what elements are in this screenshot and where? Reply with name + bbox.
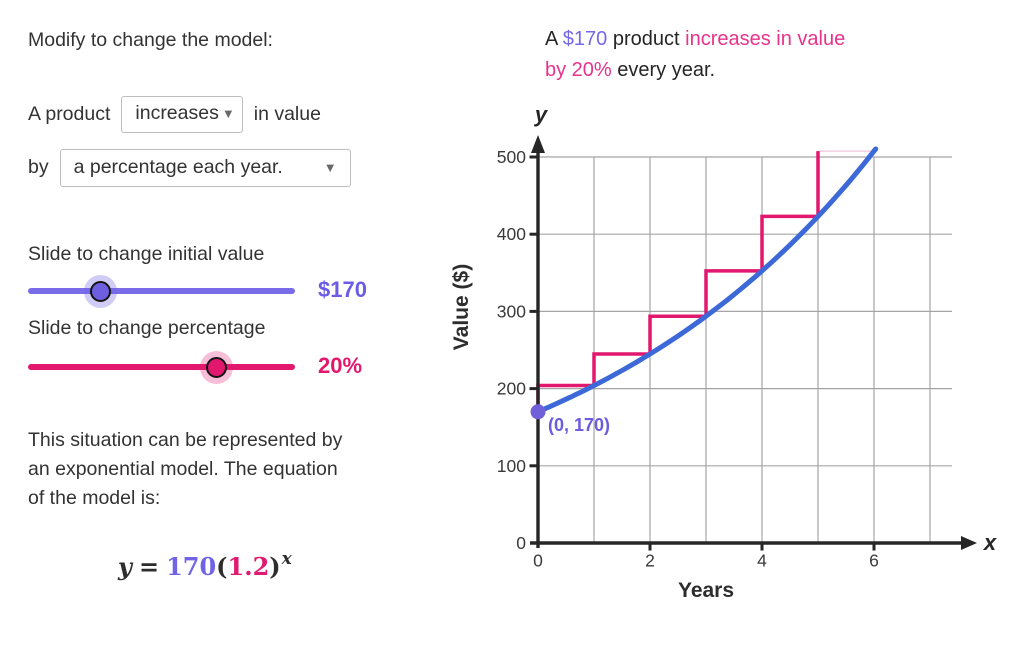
- equation-base: 1.2: [227, 552, 270, 581]
- equation-exponent: x: [281, 549, 292, 569]
- initial-value-point-label: (0, 170): [548, 415, 610, 435]
- staircase-steps-line: [536, 151, 820, 412]
- y-axis-arrow-icon: [531, 135, 545, 153]
- y-axis-title: Value ($): [450, 264, 473, 350]
- x-tick-label: 0: [533, 551, 543, 571]
- initial-value-slider-thumb[interactable]: [89, 280, 111, 302]
- percent-highlight: by 20%: [545, 59, 612, 81]
- percentage-slider-thumb[interactable]: [205, 356, 227, 378]
- direction-dropdown-value: increases: [135, 102, 219, 125]
- sentence-text: product: [607, 28, 686, 50]
- modify-title: Modify to change the model:: [28, 29, 273, 51]
- x-tick-label: 2: [645, 551, 655, 571]
- model-description-line: This situation can be represented by: [28, 429, 343, 451]
- sentence-text: every year.: [611, 59, 716, 81]
- model-description-line: an exponential model. The equation: [28, 458, 338, 480]
- equation-open-paren: (: [216, 552, 228, 581]
- y-tick-label: 200: [497, 379, 526, 399]
- x-tick-label: 4: [757, 551, 767, 571]
- dropdown-arrow-icon: ▼: [221, 106, 235, 122]
- value-over-years-chart: 0 100 200 300 400 500 0 2 4 6 y x Years Value ($) (0, …: [450, 102, 997, 602]
- sentence-text: A: [545, 28, 563, 50]
- initial-value-highlight: $170: [562, 28, 608, 50]
- builder-suffix-text: in value: [253, 102, 321, 125]
- y-axis-symbol: y: [534, 102, 549, 127]
- y-tick-label: 300: [497, 301, 526, 321]
- builder-by-text: by: [28, 156, 49, 179]
- y-tick-label: 100: [497, 456, 526, 476]
- initial-value-point[interactable]: [530, 404, 546, 420]
- equation-lhs: y: [118, 552, 132, 581]
- builder-prefix-text: A product: [28, 102, 111, 125]
- model-description: This situation can be represented by an …: [28, 426, 342, 513]
- x-tick-label: 6: [869, 551, 879, 571]
- situation-sentence-line-2: by 20% every year.: [545, 55, 845, 86]
- equation-coefficient: 170: [166, 552, 217, 581]
- initial-value-display: $170: [318, 277, 367, 302]
- y-tick-label: 0: [516, 533, 526, 553]
- initial-value-slider-track[interactable]: [28, 288, 295, 294]
- increase-highlight: increases in value: [685, 28, 846, 50]
- y-tick-label: 400: [497, 224, 526, 244]
- exponential-curve: [535, 146, 879, 415]
- model-equation: y = 170 ( 1.2 ) x: [118, 549, 292, 581]
- x-axis-title: Years: [678, 579, 734, 602]
- builder-sentence-row-2: by a percentage each year. ▼: [28, 148, 351, 188]
- dropdown-arrow-icon: ▼: [323, 159, 337, 175]
- model-description-line: of the model is:: [28, 487, 161, 509]
- initial-value-slider-label: Slide to change initial value: [28, 243, 265, 265]
- equation-close-paren: ): [269, 552, 281, 581]
- equation-equals: =: [138, 552, 160, 581]
- y-tick-label: 500: [497, 147, 526, 167]
- change-type-dropdown[interactable]: a percentage each year. ▼: [59, 148, 351, 188]
- x-axis-arrow-icon: [961, 536, 977, 550]
- change-type-dropdown-value: a percentage each year.: [73, 155, 283, 178]
- direction-dropdown[interactable]: increases ▼: [121, 96, 243, 133]
- percentage-value-display: 20%: [318, 353, 363, 378]
- builder-sentence-row-1: A product increases ▼ in value: [28, 96, 321, 133]
- x-axis-symbol: x: [983, 530, 997, 555]
- percentage-slider-track[interactable]: [28, 364, 295, 370]
- percentage-slider-label: Slide to change percentage: [28, 317, 266, 339]
- situation-sentence: A $170 product increases in value by 20%…: [545, 24, 845, 86]
- situation-sentence-line-1: A $170 product increases in value: [545, 24, 845, 55]
